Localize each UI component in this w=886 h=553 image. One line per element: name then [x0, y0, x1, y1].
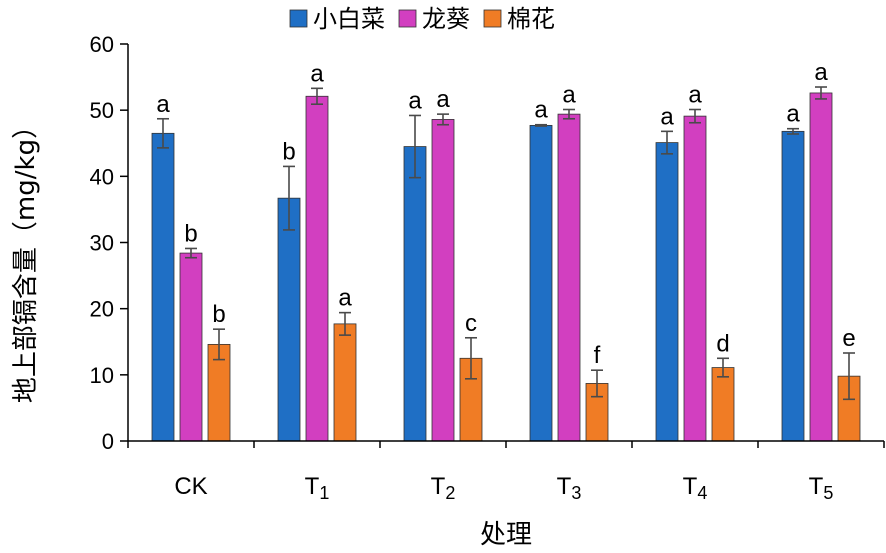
axes: 0 10 20 30 40 50 60 CK T1 T2 T3 T4 T5 — [90, 32, 885, 503]
y-tick-label: 50 — [90, 98, 114, 123]
significance-letter: a — [688, 82, 702, 109]
bar — [655, 142, 679, 442]
significance-letter: a — [310, 60, 324, 87]
bar — [711, 367, 735, 442]
significance-letter: a — [660, 103, 674, 130]
y-tick-label: 60 — [90, 32, 114, 57]
legend-swatch — [483, 9, 502, 28]
bar — [431, 119, 455, 442]
significance-letter: f — [594, 342, 601, 369]
legend-swatch — [398, 9, 417, 28]
x-axis-label: 处理 — [480, 520, 532, 550]
legend-label: 棉花 — [507, 5, 555, 33]
x-category-label: T2 — [431, 473, 456, 503]
significance-letter: b — [282, 138, 295, 165]
x-category-label: T1 — [305, 473, 330, 503]
bar — [809, 92, 833, 442]
bar — [781, 130, 805, 442]
significance-letter: e — [842, 325, 855, 352]
significance-letter: a — [562, 82, 576, 109]
significance-letter: a — [436, 86, 450, 113]
y-tick-label: 40 — [90, 164, 114, 189]
significance-letter: a — [534, 97, 548, 124]
x-category-label: T3 — [557, 473, 582, 503]
bar — [179, 252, 203, 442]
x-category-label: CK — [174, 473, 207, 500]
bar — [333, 323, 357, 442]
significance-letter: a — [156, 91, 170, 118]
bar — [305, 95, 329, 442]
legend-label: 龙葵 — [422, 5, 470, 33]
y-tick-label: 0 — [102, 429, 114, 454]
legend-label: 小白菜 — [313, 5, 385, 33]
bar — [557, 113, 581, 442]
bar — [151, 132, 175, 442]
bar — [683, 115, 707, 442]
bar — [277, 197, 301, 442]
x-category-label: T4 — [683, 473, 708, 503]
y-tick-label: 20 — [90, 297, 114, 322]
significance-letter: d — [716, 330, 729, 357]
significance-letter: b — [212, 301, 225, 328]
y-tick-label: 30 — [90, 231, 114, 256]
significance-letter: a — [786, 101, 800, 128]
legend-swatch — [289, 9, 308, 28]
x-category-label: T5 — [809, 473, 834, 503]
y-tick-label: 10 — [90, 363, 114, 388]
significance-letter: a — [338, 285, 352, 312]
y-axis-label: 地上部镉含量（mg/kg） — [11, 113, 41, 403]
bar — [529, 124, 553, 442]
significance-letter: a — [814, 59, 828, 86]
significance-letter: a — [408, 87, 422, 114]
bar — [403, 146, 427, 442]
legend: 小白菜 龙葵 棉花 — [289, 5, 555, 33]
significance-letter: b — [184, 220, 197, 247]
significance-letter: c — [465, 310, 477, 337]
